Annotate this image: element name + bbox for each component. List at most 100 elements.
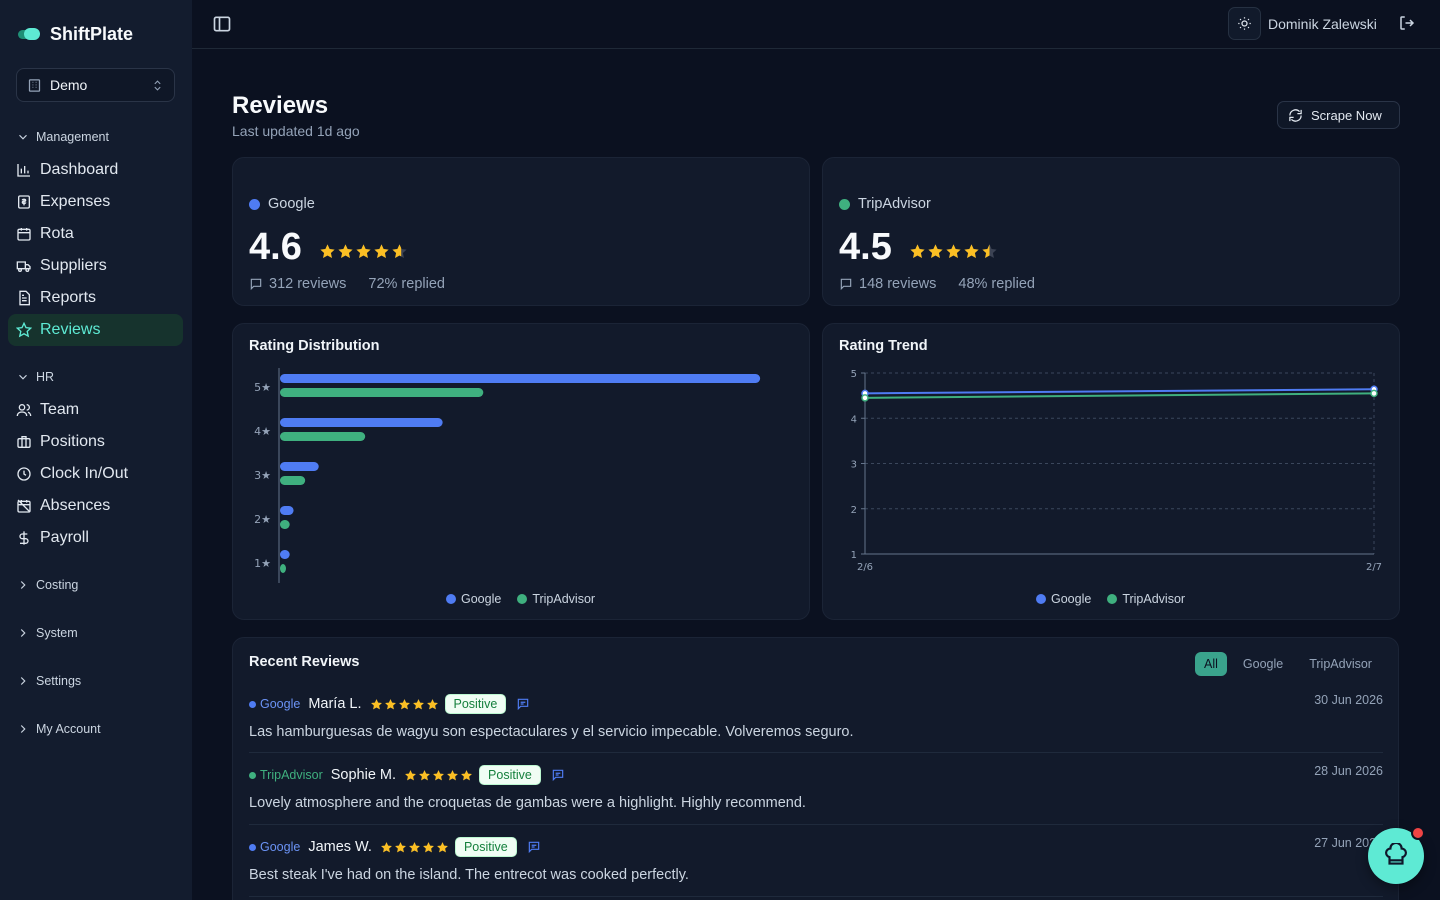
sidebar-item-clock-in-out[interactable]: Clock In/Out [8,458,183,490]
tripadvisor-dot-icon [517,594,528,604]
sentiment-badge: Positive [444,694,507,714]
review-date: 27 Jun 2026 [1314,836,1383,850]
divider [249,824,1383,825]
sidebar-item-positions[interactable]: Positions [8,426,183,458]
review-count: 312 reviews [269,276,347,292]
y-tick-label: 1 [851,550,857,561]
sidebar-item-payroll[interactable]: Payroll [8,522,183,554]
bar-google-1[interactable] [280,550,290,559]
reply-icon[interactable] [551,768,565,782]
sidebar-item-label: Clock In/Out [40,465,129,482]
chevrons-up-down-icon [154,79,161,91]
section-my-account[interactable]: My Account [16,722,101,736]
bar-google-4[interactable] [280,418,443,427]
calendar-off-icon [17,499,31,513]
legend-tripadvisor[interactable]: TripAdvisor [517,592,595,606]
theme-toggle-button[interactable] [1228,7,1261,40]
bar-tripadvisor-5[interactable] [280,388,484,397]
bar-tripadvisor-1[interactable] [280,564,286,573]
point-tripadvisor[interactable] [1370,389,1378,398]
source-name: Google [268,196,315,212]
tab-google[interactable]: Google [1242,657,1284,671]
star-icon [928,244,943,258]
dollar-icon [19,531,29,545]
sidebar-item-team[interactable]: Team [8,394,183,426]
section-settings[interactable]: Settings [16,674,81,688]
bar-google-5[interactable] [280,374,761,383]
review-text: Las hamburguesas de wagyu son espectacul… [249,724,854,740]
bar-tripadvisor-2[interactable] [280,520,290,529]
star-icon [433,769,444,780]
review-text: Lovely atmosphere and the croquetas de g… [249,795,806,811]
refresh-icon [1289,108,1302,122]
y-tick-label: 3 [851,460,857,471]
reviewer-name: James W. [308,839,372,855]
star-icon [946,244,961,258]
message-icon [840,278,852,291]
panel-left-icon [213,16,231,32]
scrape-now-label: Scrape Now [1311,107,1382,123]
star-icon [447,769,458,780]
section-system[interactable]: System [16,626,78,640]
sidebar-item-label: Positions [40,433,105,450]
tick-label: 1★ [254,557,271,570]
legend-tripadvisor[interactable]: TripAdvisor [1107,592,1185,606]
point-tripadvisor[interactable] [861,394,869,402]
user-name[interactable]: Dominik Zalewski [1268,16,1377,32]
logout-button[interactable] [1398,14,1418,34]
star-icon [910,244,925,258]
tab-tripadvisor[interactable]: TripAdvisor [1309,657,1372,671]
sidebar-item-expenses[interactable]: Expenses [8,186,183,218]
star-icon [374,244,389,258]
sidebar-item-suppliers[interactable]: Suppliers [8,250,183,282]
sidebar-item-label: Expenses [40,193,111,210]
sidebar-item-reviews[interactable]: Reviews [8,314,183,346]
sidebar-item-reports[interactable]: Reports [8,282,183,314]
source-tag-label: Google [260,840,301,854]
receipt-icon [18,195,30,209]
rating-stars [319,243,408,260]
section-management[interactable]: Management [16,130,109,144]
rating-stars [909,243,998,260]
legend-google[interactable]: Google [446,592,501,606]
sidebar-item-label: Dashboard [40,161,119,178]
sidebar-item-rota[interactable]: Rota [8,218,183,250]
reviewer-name: Sophie M. [330,767,397,783]
bar-tripadvisor-3[interactable] [280,476,306,485]
brand[interactable]: ShiftPlate [18,22,133,46]
building-icon [28,78,41,92]
org-select[interactable]: Demo [16,68,175,102]
message-icon [250,278,262,291]
bar-tripadvisor-4[interactable] [280,432,366,441]
review-date: 28 Jun 2026 [1314,764,1383,778]
source-filter-tabs: All Google TripAdvisor [1195,652,1382,676]
chart-legend: Google TripAdvisor [446,592,595,606]
section-hr[interactable]: HR [16,370,54,384]
legend-google[interactable]: Google [1036,592,1091,606]
reply-icon[interactable] [527,840,541,854]
bar-google-3[interactable] [280,462,319,471]
sidebar: ShiftPlate Demo Management Dashboard Exp… [0,0,192,900]
page-subtitle: Last updated 1d ago [232,123,360,139]
sidebar-toggle-button[interactable] [212,14,232,34]
star-icon [16,322,32,338]
scrape-now-button[interactable]: Scrape Now [1277,101,1400,129]
tick-label: 4★ [254,425,271,438]
topbar: Dominik Zalewski [192,0,1440,49]
source-name: TripAdvisor [858,196,931,212]
bar-google-2[interactable] [280,506,294,515]
chevron-down-icon [19,374,27,380]
chevron-right-icon [20,581,26,589]
tab-all[interactable]: All [1195,652,1227,676]
reply-icon[interactable] [516,697,530,711]
replied-rate: 72% replied [368,276,445,292]
sentiment-badge: Positive [479,765,541,785]
sidebar-item-dashboard[interactable]: Dashboard [8,154,183,186]
tripadvisor-summary-card: TripAdvisor 4.5 148 reviews 48% replied [822,157,1400,306]
tripadvisor-dot-icon [249,771,256,779]
sidebar-item-absences[interactable]: Absences [8,490,183,522]
rating-distribution-card: Rating Distribution 5★ 4★ 3★ 2★ 1★ Google Tr… [232,323,810,620]
chevron-down-icon [19,134,27,140]
section-costing[interactable]: Costing [16,578,78,592]
star-icon [381,841,392,852]
